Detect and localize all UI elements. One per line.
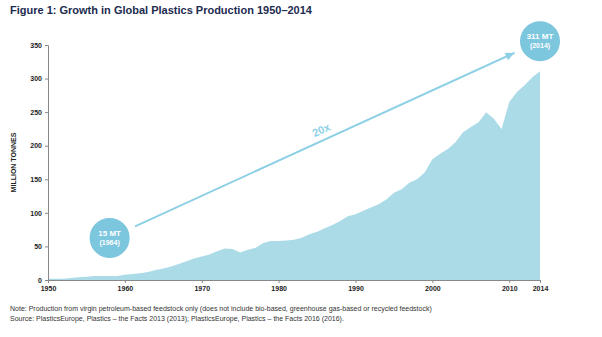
y-tick-label: 300 (30, 75, 42, 82)
y-axis: 0 50 100 150 200 250 300 350 (30, 42, 48, 284)
y-tick-mark (45, 112, 48, 113)
x-tick-label: 1950 (41, 285, 57, 292)
x-tick-label: 1970 (194, 285, 210, 292)
plot-area (48, 71, 540, 280)
x-tick: 1960 (118, 280, 134, 292)
annotation-circle (519, 20, 561, 62)
annotation-text: 311 MT (527, 32, 554, 41)
x-tick-mark (509, 280, 510, 283)
x-tick-mark (202, 280, 203, 283)
note: Note: Production from virgin petroleum-b… (10, 305, 432, 313)
annotation-circle (89, 217, 131, 259)
y-axis-title: MILLION TONNES (10, 132, 17, 192)
y-tick-mark (45, 179, 48, 180)
y-tick-mark (45, 213, 48, 214)
x-tick: 2000 (425, 280, 441, 292)
x-axis: 1950 1960 1970 1980 1990 2000 2010 2014 (41, 280, 549, 292)
x-tick-mark (125, 280, 126, 283)
y-axis-line (45, 46, 49, 281)
title: Figure 1: Growth in Global Plastics Prod… (10, 4, 313, 16)
y-tick: 350 (30, 42, 48, 49)
y-tick-label: 50 (34, 243, 42, 250)
y-tick-mark (45, 79, 48, 80)
annotation-text: (2014) (530, 42, 550, 50)
y-tick-mark (45, 45, 48, 46)
y-tick-mark (45, 246, 48, 247)
x-tick-label: 2010 (502, 285, 518, 292)
x-tick-mark (432, 280, 433, 283)
chart: Figure 1: Growth in Global Plastics Prod… (0, 0, 602, 337)
annotation-text: (1964) (100, 239, 120, 247)
x-tick-mark (356, 280, 357, 283)
x-tick-label: 2000 (425, 285, 441, 292)
arrow-head (505, 53, 515, 60)
x-tick: 2010 (502, 280, 518, 292)
y-tick-mark (45, 280, 48, 281)
y-tick-label: 100 (30, 210, 42, 217)
y-tick-label: 350 (30, 42, 42, 49)
x-tick: 1970 (194, 280, 210, 292)
y-tick-label: 250 (30, 109, 42, 116)
y-tick-mark (45, 146, 48, 147)
arrow (135, 53, 514, 226)
y-tick: 200 (30, 142, 48, 149)
y-tick: 250 (30, 109, 48, 116)
x-axis-line (49, 281, 541, 284)
x-tick: 1990 (348, 280, 364, 292)
arrow-label: 20x (310, 120, 332, 139)
y-tick-label: 150 (30, 176, 42, 183)
x-tick: 2014 (533, 280, 549, 292)
y-tick: 50 (34, 243, 48, 250)
x-tick: 1950 (41, 280, 57, 292)
x-tick: 1980 (271, 280, 287, 292)
x-tick-label: 1990 (348, 285, 364, 292)
x-tick-mark (540, 280, 541, 283)
y-tick: 300 (30, 75, 48, 82)
y-tick-label: 0 (38, 277, 42, 284)
annotation-text: 15 MT (98, 229, 121, 238)
x-tick-label: 2014 (533, 285, 549, 292)
x-tick-label: 1960 (118, 285, 134, 292)
x-tick-label: 1980 (271, 285, 287, 292)
y-tick-label: 200 (30, 142, 42, 149)
area (48, 71, 540, 280)
y-tick: 150 (30, 176, 48, 183)
source: Source: PlasticsEurope, Plastics – the F… (10, 315, 344, 323)
y-tick: 0 (38, 277, 48, 284)
x-tick-mark (279, 280, 280, 283)
y-tick: 100 (30, 210, 48, 217)
